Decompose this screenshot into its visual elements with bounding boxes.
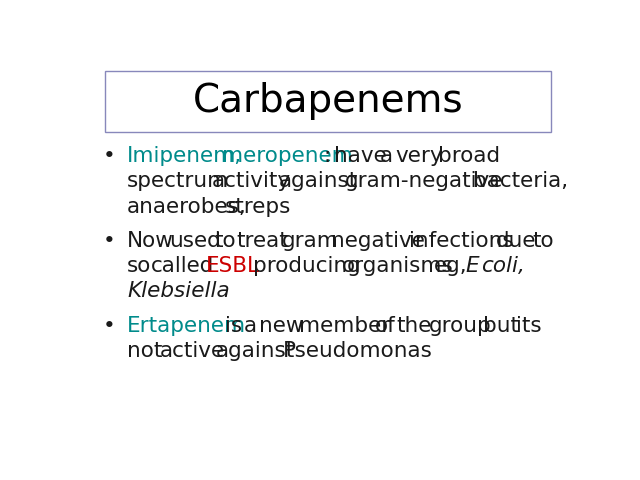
Text: •: • <box>102 146 115 166</box>
Text: meropenem: meropenem <box>221 146 353 166</box>
Text: Ertapenem: Ertapenem <box>127 315 246 336</box>
Text: a: a <box>380 146 394 166</box>
Text: to: to <box>214 231 236 251</box>
Text: producing: producing <box>253 256 361 276</box>
Text: a: a <box>243 315 257 336</box>
Text: new: new <box>259 315 303 336</box>
Text: negative: negative <box>331 231 425 251</box>
Text: gram: gram <box>282 231 339 251</box>
Text: activity: activity <box>212 171 291 192</box>
Text: bacteria,: bacteria, <box>473 171 568 192</box>
Text: •: • <box>102 231 115 251</box>
Text: coli,: coli, <box>481 256 525 276</box>
Text: treat: treat <box>236 231 288 251</box>
FancyBboxPatch shape <box>105 71 551 132</box>
Text: its: its <box>516 315 541 336</box>
Text: •: • <box>102 315 115 336</box>
Text: group: group <box>429 315 492 336</box>
Text: Now: Now <box>127 231 174 251</box>
Text: is: is <box>225 315 242 336</box>
Text: eg,: eg, <box>434 256 467 276</box>
Text: infections: infections <box>409 231 514 251</box>
Text: very: very <box>396 146 444 166</box>
Text: active: active <box>160 341 225 360</box>
Text: gram-negative: gram-negative <box>345 171 504 192</box>
Text: broad: broad <box>438 146 500 166</box>
Text: streps: streps <box>225 197 292 216</box>
Text: member: member <box>299 315 390 336</box>
Text: of: of <box>375 315 396 336</box>
Text: so: so <box>127 256 152 276</box>
Text: due: due <box>495 231 536 251</box>
Text: to: to <box>532 231 554 251</box>
Text: not: not <box>127 341 163 360</box>
Text: but: but <box>483 315 519 336</box>
Text: Pseudomonas: Pseudomonas <box>282 341 432 360</box>
Text: E: E <box>465 256 479 276</box>
Text: organisms: organisms <box>342 256 454 276</box>
Text: :: : <box>323 146 330 166</box>
Text: used: used <box>169 231 221 251</box>
Text: the: the <box>396 315 431 336</box>
Text: Klebsiella: Klebsiella <box>127 281 230 301</box>
Text: have: have <box>334 146 387 166</box>
Text: ESBL: ESBL <box>206 256 260 276</box>
Text: called: called <box>151 256 214 276</box>
Text: Imipenem,: Imipenem, <box>127 146 243 166</box>
Text: spectrum: spectrum <box>127 171 229 192</box>
Text: against: against <box>216 341 295 360</box>
Text: anaerobes,: anaerobes, <box>127 197 247 216</box>
Text: Carbapenems: Carbapenems <box>193 82 463 120</box>
Text: against: against <box>278 171 358 192</box>
